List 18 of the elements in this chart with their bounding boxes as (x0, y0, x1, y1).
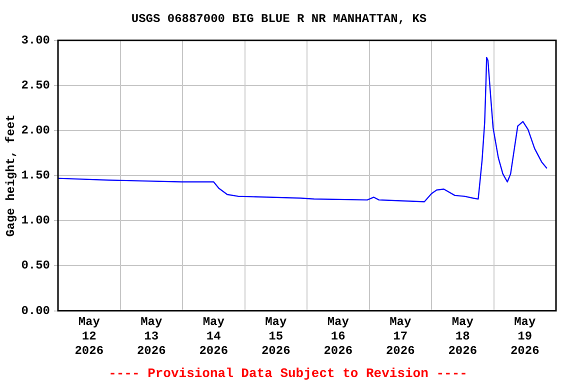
x-tick-label: May 13 2026 (136, 315, 166, 358)
x-tick-label: May 18 2026 (448, 315, 478, 358)
x-tick-label: May 16 2026 (324, 315, 353, 358)
y-tick-label: 3.00 (21, 33, 50, 48)
y-tick-label: 1.50 (21, 168, 50, 183)
y-axis-title: Gage height, feet (4, 114, 18, 237)
y-tick-label: 2.50 (21, 78, 50, 92)
y-tick-label: 2.00 (21, 124, 50, 138)
x-tick-label: May 19 2026 (510, 315, 540, 358)
x-tick-label: May 12 2026 (74, 315, 104, 358)
x-tick-label: May 17 2026 (386, 315, 415, 358)
chart-title: USGS 06887000 BIG BLUE R NR MANHATTAN, KS (131, 12, 427, 26)
x-tick-label: May 14 2026 (199, 315, 228, 358)
y-tick-label: 0.50 (21, 258, 50, 273)
y-tick-label: 1.00 (21, 214, 50, 228)
text: ---- Provisional Data Subject to Revision ---- (108, 366, 468, 381)
y-tick-label: 0.00 (21, 304, 50, 318)
x-tick-label: May 15 2026 (261, 315, 290, 358)
